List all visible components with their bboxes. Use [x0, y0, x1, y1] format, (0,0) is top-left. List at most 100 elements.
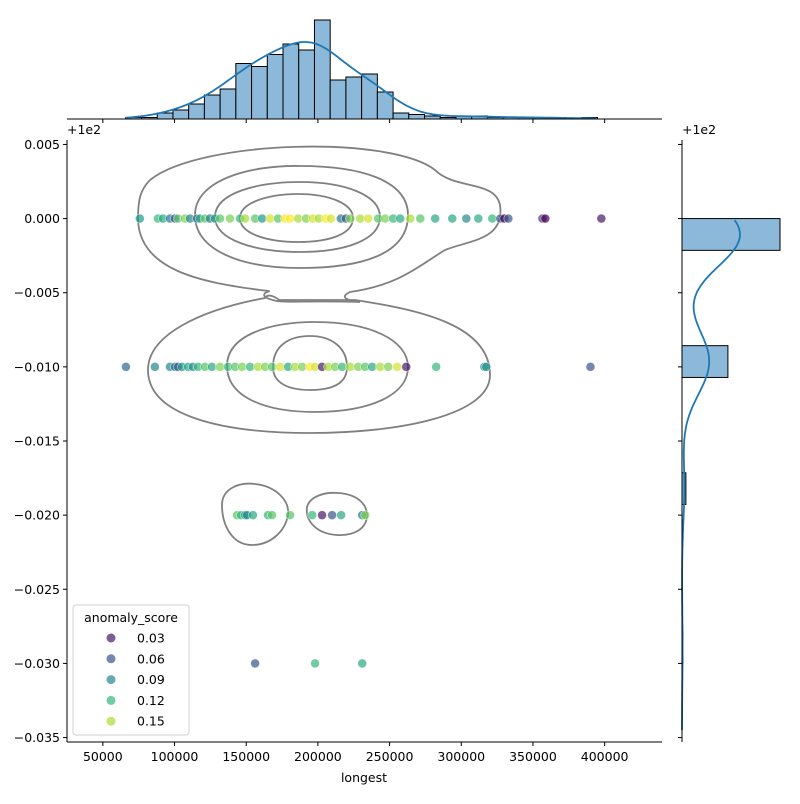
x-marginal-bar — [172, 109, 190, 120]
scatter-point — [473, 213, 484, 224]
y-marginal-kde-line — [681, 219, 741, 731]
x-tick-label: 300000 — [437, 749, 485, 764]
x-marginal-bar — [235, 63, 253, 120]
kde-contours — [137, 145, 502, 546]
x-tick-label: 400000 — [581, 749, 629, 764]
x-marginal-bar — [203, 94, 221, 120]
scatter-point — [375, 362, 385, 372]
y-marginal-histogram — [681, 218, 781, 731]
scatter-point — [430, 213, 440, 224]
scatter-point — [337, 362, 347, 372]
legend-marker — [106, 654, 116, 664]
scatter-point — [150, 362, 160, 372]
x-tick-label: 50000 — [83, 749, 123, 764]
scatter-point — [431, 362, 441, 372]
scatter-point — [121, 362, 131, 372]
x-tick-label: 150000 — [222, 749, 270, 764]
y-ticks: 0.005 0.000 −0.005 −0.010 −0.015 −0.020 −0.025… — [14, 137, 682, 745]
scatter-point — [135, 213, 145, 224]
y-tick-label: 0.005 — [24, 137, 60, 152]
x-marginal-bar — [251, 66, 268, 120]
x-axis-label: longest — [341, 770, 387, 785]
scatter-point — [248, 510, 258, 520]
x-ticks: 50000 100000 150000 200000 250000 300000 35000… — [83, 119, 629, 764]
scatter-point — [392, 362, 402, 372]
x-marginal-bar — [266, 54, 284, 120]
legend-marker — [106, 695, 116, 705]
x-marginal-bar — [313, 19, 331, 120]
scatter-point — [345, 362, 355, 372]
y-marginal-bar — [681, 218, 781, 251]
legend-marker — [106, 633, 116, 643]
legend-label: 0.03 — [137, 631, 165, 646]
x-tick-label: 350000 — [509, 749, 557, 764]
y-tick-label: −0.035 — [14, 730, 60, 745]
scatter-point — [380, 213, 390, 224]
scatter-point — [257, 213, 267, 224]
scatter-point — [215, 213, 225, 224]
scatter-point — [267, 362, 277, 372]
scatter-point — [383, 362, 393, 372]
scatter-point — [405, 213, 416, 224]
scatter-points — [121, 213, 607, 669]
scatter-point — [310, 658, 320, 669]
scatter-point — [363, 213, 374, 224]
x-marginal-bar — [188, 103, 205, 120]
x-marginal-kde-line — [125, 41, 596, 120]
scatter-point — [596, 213, 607, 224]
scatter-point — [503, 213, 514, 224]
scatter-point — [415, 213, 426, 224]
scatter-point — [326, 213, 336, 224]
x-marginal-bar — [345, 76, 363, 120]
x-tick-label: 250000 — [366, 749, 414, 764]
legend-label: 0.12 — [137, 693, 165, 708]
scatter-point — [355, 213, 365, 224]
x-marginal-histogram — [125, 19, 598, 120]
y-offset-label: +1e2 — [67, 122, 101, 137]
scatter-point — [225, 213, 235, 224]
legend: anomaly_score 0.03 0.06 0.09 0.12 0.15 — [72, 604, 190, 736]
legend-label: 0.09 — [137, 672, 165, 687]
scatter-point — [367, 362, 377, 372]
scatter-point — [250, 658, 260, 669]
scatter-point — [345, 213, 355, 224]
legend-label: 0.15 — [137, 714, 165, 729]
y-marginal-bar — [681, 345, 729, 378]
scatter-point — [267, 510, 277, 520]
scatter-point — [585, 362, 596, 372]
scatter-point — [285, 510, 295, 520]
scatter-point — [317, 510, 327, 520]
scatter-point — [401, 362, 412, 372]
scatter-point — [237, 362, 247, 372]
scatter-point — [461, 213, 472, 224]
x-tick-label: 200000 — [294, 749, 342, 764]
legend-box — [72, 604, 190, 736]
legend-title: anomaly_score — [84, 610, 178, 625]
y-tick-label: −0.030 — [14, 656, 60, 671]
y-tick-label: −0.020 — [14, 508, 60, 523]
scatter-point — [540, 213, 551, 224]
scatter-point — [487, 213, 498, 224]
x-tick-label: 100000 — [151, 749, 199, 764]
x-marginal-bar — [219, 88, 237, 120]
scatter-point — [336, 510, 346, 520]
x-marginal-bar — [329, 79, 347, 120]
y-tick-label: 0.000 — [24, 211, 60, 226]
scatter-point — [357, 658, 368, 669]
scatter-point — [360, 510, 371, 520]
scatter-point — [481, 362, 492, 372]
x-marginal-bar — [282, 43, 300, 120]
scatter-point — [240, 213, 250, 224]
kde-contour — [137, 145, 502, 303]
x-marginal-offset-label: +1e2 — [682, 122, 716, 137]
y-tick-label: −0.010 — [14, 359, 60, 374]
kde-contour — [147, 294, 491, 434]
scatter-point — [285, 213, 295, 224]
x-marginal-bar — [298, 49, 315, 120]
scatter-point — [275, 362, 285, 372]
legend-marker — [106, 675, 116, 685]
scatter-point — [327, 510, 337, 520]
legend-marker — [106, 716, 116, 726]
legend-label: 0.06 — [137, 651, 165, 666]
